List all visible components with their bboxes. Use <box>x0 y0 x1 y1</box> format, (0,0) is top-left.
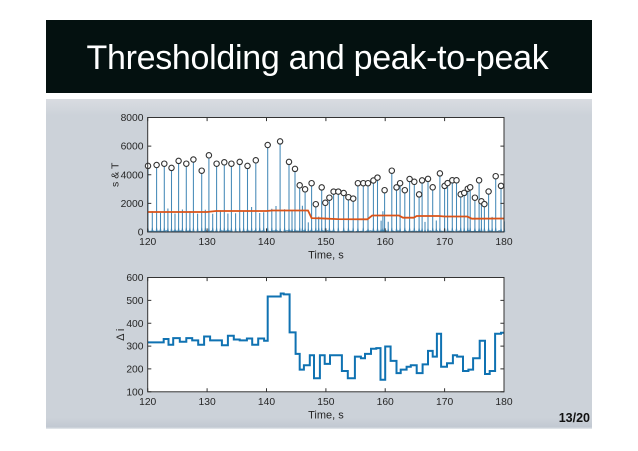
svg-text:160: 160 <box>377 397 394 408</box>
svg-text:4000: 4000 <box>121 170 144 181</box>
svg-text:500: 500 <box>126 296 143 307</box>
svg-text:Time, s: Time, s <box>308 250 344 262</box>
svg-text:130: 130 <box>199 397 216 408</box>
svg-text:2000: 2000 <box>121 199 144 210</box>
svg-text:140: 140 <box>258 397 275 408</box>
svg-text:150: 150 <box>317 397 334 408</box>
svg-text:180: 180 <box>495 237 512 248</box>
svg-text:8000: 8000 <box>121 113 144 124</box>
svg-text:300: 300 <box>126 342 143 353</box>
svg-text:170: 170 <box>436 237 453 248</box>
svg-text:6000: 6000 <box>121 142 144 153</box>
svg-text:Time, s: Time, s <box>308 409 344 421</box>
svg-text:120: 120 <box>139 397 156 408</box>
svg-text:170: 170 <box>436 397 453 408</box>
svg-text:0: 0 <box>138 228 144 239</box>
svg-text:140: 140 <box>258 237 275 248</box>
svg-text:120: 120 <box>139 237 156 248</box>
svg-text:200: 200 <box>126 365 143 376</box>
svg-text:180: 180 <box>495 397 512 408</box>
svg-text:100: 100 <box>126 387 143 398</box>
svg-text:150: 150 <box>317 237 334 248</box>
svg-text:600: 600 <box>126 273 143 284</box>
svg-text:130: 130 <box>199 237 216 248</box>
svg-text:160: 160 <box>377 237 394 248</box>
svg-text:Δ i: Δ i <box>115 329 127 341</box>
svg-text:s & T: s & T <box>110 162 122 187</box>
svg-text:400: 400 <box>126 319 143 330</box>
